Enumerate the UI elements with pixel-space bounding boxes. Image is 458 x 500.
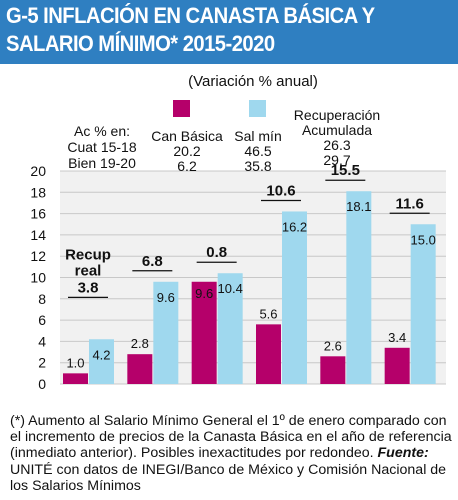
recuperacion-value: 6.8 <box>142 253 163 270</box>
recuperacion-value: 15.5 <box>331 162 360 179</box>
y-tick-label: 10 <box>30 270 46 286</box>
legend-row-header: Ac % en: <box>74 123 130 139</box>
recup-label-line-2: real <box>75 262 102 279</box>
chart-area: (Variación % anual) 0 2 4 6 8 10 12 14 16 18 20 1.0 4… <box>30 73 446 392</box>
value-label-can-basica: 5.6 <box>259 306 277 321</box>
bar-can-basica <box>63 373 88 384</box>
legend-swatch-sal-min <box>249 100 266 117</box>
bar-sal-min <box>153 281 179 384</box>
value-label-can-basica: 2.6 <box>324 338 342 353</box>
value-label-can-basica: 2.8 <box>131 336 149 351</box>
bar-can-basica <box>127 354 153 384</box>
bar-sal-min <box>346 191 372 384</box>
bar-sal-min <box>89 339 114 384</box>
legend-recuperacion-value-2: 29.7 <box>323 152 350 168</box>
source-label: Fuente: <box>377 445 429 462</box>
y-tick-label: 8 <box>38 291 46 307</box>
footnote: (*) Aumento al Salario Mínimo General el… <box>10 413 454 494</box>
chart-subtitle: (Variación % anual) <box>188 73 318 90</box>
value-label-sal-min: 10.4 <box>218 281 243 296</box>
bar-can-basica <box>256 324 281 384</box>
y-tick-label: 4 <box>38 333 46 349</box>
chart-title-line-2: SALARIO MÍNIMO* 2015-2020 <box>6 31 275 56</box>
bar-sal-min <box>282 211 307 384</box>
legend-sal-min-value-1: 46.5 <box>244 143 271 159</box>
value-label-can-basica: 9.6 <box>195 286 213 301</box>
legend-row-1-label: Cuat 15-18 <box>67 139 136 155</box>
value-label-sal-min: 18.1 <box>346 199 371 214</box>
source-text: UNITÉ con datos de INEGI/Banco de México… <box>10 461 447 494</box>
y-tick-label: 16 <box>30 206 46 222</box>
y-tick-label: 12 <box>30 248 46 264</box>
legend-label-recuperacion-2: Acumulada <box>302 122 372 138</box>
y-tick-label: 6 <box>38 312 46 328</box>
value-label-sal-min: 9.6 <box>157 290 175 305</box>
recuperacion-value: 11.6 <box>395 195 423 212</box>
chart-title-line-1: G-5 INFLACIÓN EN CANASTA BÁSICA Y <box>6 3 375 28</box>
value-label-can-basica: 1.0 <box>66 355 84 370</box>
value-label-sal-min: 15.0 <box>411 232 436 247</box>
y-tick-label: 20 <box>30 163 46 179</box>
header-banner: G-5 INFLACIÓN EN CANASTA BÁSICA Y SALARI… <box>0 0 458 64</box>
legend-can-basica-value-1: 20.2 <box>173 143 200 159</box>
value-label-sal-min: 16.2 <box>282 219 307 234</box>
legend-label-recuperacion-1: Recuperación <box>294 107 380 123</box>
value-label-can-basica: 3.4 <box>388 330 406 345</box>
legend-label-can-basica: Can Básica <box>151 128 223 144</box>
legend-label-sal-min: Sal mín <box>234 128 281 144</box>
bar-can-basica <box>191 281 217 384</box>
y-tick-label: 0 <box>38 376 46 392</box>
recup-label-line-1: Recup <box>65 246 111 263</box>
recuperacion-value: 10.6 <box>266 182 295 199</box>
y-tick-label: 2 <box>38 355 46 371</box>
recuperacion-value: 3.8 <box>78 279 99 296</box>
legend-swatch-can-basica <box>173 100 190 117</box>
y-tick-label: 18 <box>30 184 46 200</box>
legend-recuperacion-value-1: 26.3 <box>323 137 350 153</box>
legend-sal-min-value-2: 35.8 <box>244 158 271 174</box>
legend-can-basica-value-2: 6.2 <box>177 158 197 174</box>
bar-sal-min <box>217 273 243 384</box>
recuperacion-value: 0.8 <box>206 244 227 261</box>
value-label-sal-min: 4.2 <box>92 347 110 362</box>
bar-sal-min <box>410 224 436 384</box>
y-tick-label: 14 <box>30 227 46 243</box>
bar-can-basica <box>320 356 346 384</box>
footnote-text: (*) Aumento al Salario Mínimo General el… <box>10 413 452 462</box>
bar-can-basica <box>384 347 410 384</box>
legend-row-2-label: Bien 19-20 <box>68 155 136 171</box>
